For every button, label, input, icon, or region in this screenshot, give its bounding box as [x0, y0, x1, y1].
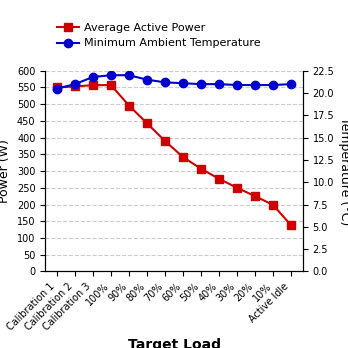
Minimum Ambient Temperature	[235, 83, 239, 87]
Minimum Ambient Temperature	[127, 73, 131, 77]
Average Active Power	[289, 223, 293, 227]
Average Active Power	[271, 203, 275, 207]
Average Active Power	[217, 177, 221, 181]
Average Active Power	[163, 139, 167, 143]
Average Active Power	[253, 194, 257, 198]
Average Active Power	[73, 84, 77, 88]
Average Active Power	[55, 85, 59, 89]
Minimum Ambient Temperature	[199, 82, 203, 86]
Average Active Power	[127, 103, 131, 108]
Minimum Ambient Temperature	[73, 82, 77, 86]
Minimum Ambient Temperature	[145, 78, 149, 82]
Minimum Ambient Temperature	[217, 82, 221, 86]
Line: Average Active Power: Average Active Power	[53, 81, 295, 229]
Minimum Ambient Temperature	[271, 83, 275, 87]
Minimum Ambient Temperature	[163, 80, 167, 85]
Average Active Power	[145, 121, 149, 125]
Average Active Power	[109, 83, 113, 87]
Minimum Ambient Temperature	[253, 83, 257, 87]
Minimum Ambient Temperature	[91, 75, 95, 79]
Average Active Power	[199, 167, 203, 171]
Minimum Ambient Temperature	[289, 82, 293, 86]
Minimum Ambient Temperature	[55, 87, 59, 91]
Minimum Ambient Temperature	[181, 81, 185, 85]
X-axis label: Target Load: Target Load	[127, 338, 221, 348]
Average Active Power	[91, 83, 95, 87]
Line: Minimum Ambient Temperature: Minimum Ambient Temperature	[53, 71, 295, 93]
Y-axis label: Temperature (°C): Temperature (°C)	[338, 117, 348, 225]
Average Active Power	[235, 186, 239, 190]
Average Active Power	[181, 155, 185, 159]
Minimum Ambient Temperature	[109, 73, 113, 77]
Y-axis label: Power (W): Power (W)	[0, 139, 11, 203]
Legend: Average Active Power, Minimum Ambient Temperature: Average Active Power, Minimum Ambient Te…	[53, 19, 264, 52]
